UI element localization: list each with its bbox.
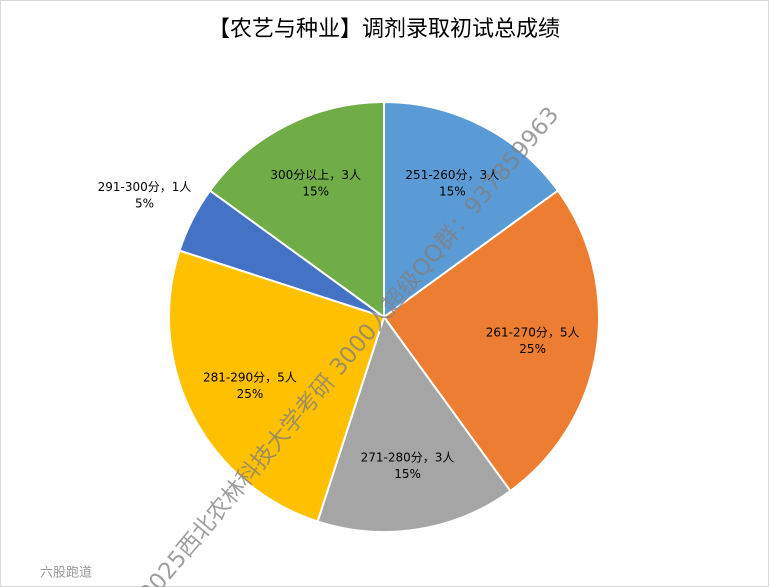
value-label: 1人 — [172, 179, 192, 193]
category-label: 300分以上 — [270, 167, 329, 181]
label-separator: ， — [160, 179, 172, 193]
percentage-label: 15% — [439, 184, 466, 198]
percentage-label: 25% — [519, 342, 546, 356]
category-label: 281-290分 — [203, 370, 265, 384]
pie-slice — [316, 314, 512, 533]
value-label: 5人 — [277, 370, 297, 384]
pie — [168, 100, 600, 533]
pie-slice — [383, 100, 560, 319]
labels: 251-260分，3人15%261-270分，5人25%271-280分，3人1… — [98, 167, 580, 481]
label-separator: ， — [468, 167, 480, 181]
percentage-label: 15% — [394, 467, 421, 481]
pie-slice — [168, 249, 386, 523]
label-separator: ， — [548, 325, 560, 339]
percentage-label: 25% — [237, 387, 264, 401]
category-label: 261-270分 — [486, 325, 548, 339]
label-separator: ， — [265, 370, 277, 384]
value-label: 3人 — [341, 167, 361, 181]
category-label: 271-280分 — [361, 450, 423, 464]
pie-slice — [208, 100, 385, 319]
category-label: 291-300分 — [98, 179, 160, 193]
data-label: 291-300分，1人 — [98, 179, 192, 193]
data-label: 271-280分，3人 — [361, 450, 455, 464]
percentage-label: 5% — [135, 196, 154, 210]
label-separator: ， — [329, 167, 341, 181]
category-label: 251-260分 — [405, 167, 467, 181]
percentage-label: 15% — [302, 184, 329, 198]
data-label: 281-290分，5人 — [203, 370, 297, 384]
label-separator: ， — [423, 450, 435, 464]
pie-slice — [382, 189, 600, 493]
chart-title: 【农艺与种业】调剂录取初试总成绩 — [208, 17, 560, 42]
data-label: 300分以上，3人 — [270, 167, 361, 181]
watermark-logo: 六股跑道 — [40, 566, 92, 581]
value-label: 3人 — [480, 167, 500, 181]
data-label: 251-260分，3人 — [405, 167, 499, 181]
value-label: 5人 — [560, 325, 580, 339]
value-label: 3人 — [435, 450, 455, 464]
data-label: 261-270分，5人 — [486, 325, 580, 339]
